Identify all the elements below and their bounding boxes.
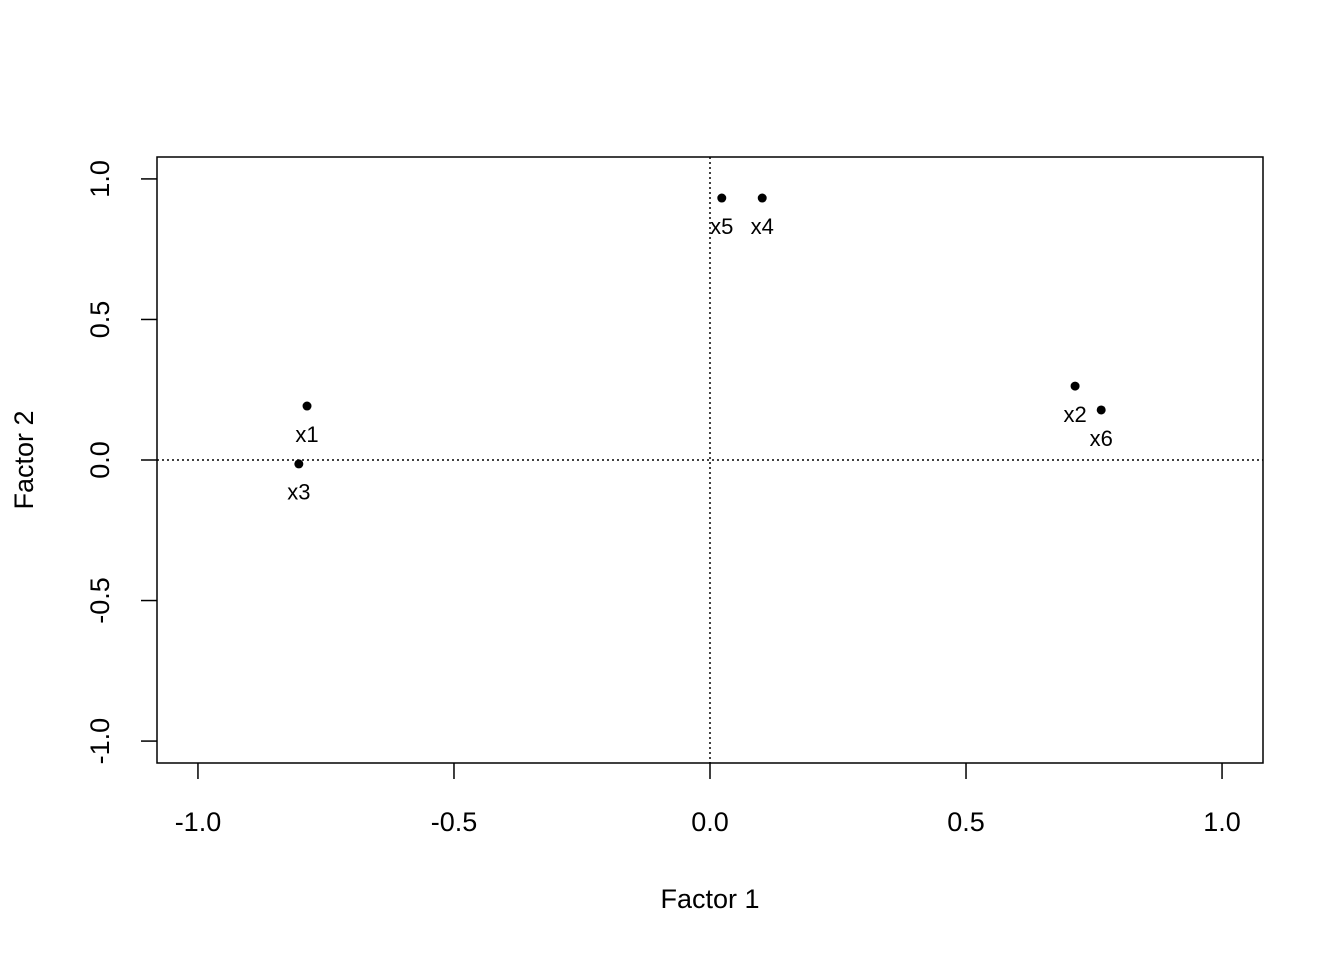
x-tick-label: -0.5 xyxy=(431,807,478,837)
x-tick-label: 0.0 xyxy=(691,807,729,837)
y-tick-label: -1.0 xyxy=(85,718,115,765)
point xyxy=(294,459,304,469)
y-tick-label: 1.0 xyxy=(85,160,115,198)
x-tick-label: -1.0 xyxy=(175,807,222,837)
point xyxy=(1070,381,1080,391)
point-label: x1 xyxy=(295,422,318,447)
y-tick-label: 0.5 xyxy=(85,301,115,339)
point-label: x6 xyxy=(1090,426,1113,451)
x-tick-label: 0.5 xyxy=(947,807,985,837)
point-label: x4 xyxy=(751,214,774,239)
point-label: x3 xyxy=(287,480,310,505)
point xyxy=(717,193,727,203)
point-label: x5 xyxy=(710,214,733,239)
x-axis-title: Factor 1 xyxy=(660,884,759,914)
y-tick-label: 0.0 xyxy=(85,441,115,479)
point xyxy=(1096,405,1106,415)
x-tick-label: 1.0 xyxy=(1203,807,1241,837)
point xyxy=(757,193,767,203)
y-axis-title: Factor 2 xyxy=(9,410,39,509)
y-tick-label: -0.5 xyxy=(85,577,115,624)
point-label: x2 xyxy=(1063,402,1086,427)
point xyxy=(302,401,312,411)
